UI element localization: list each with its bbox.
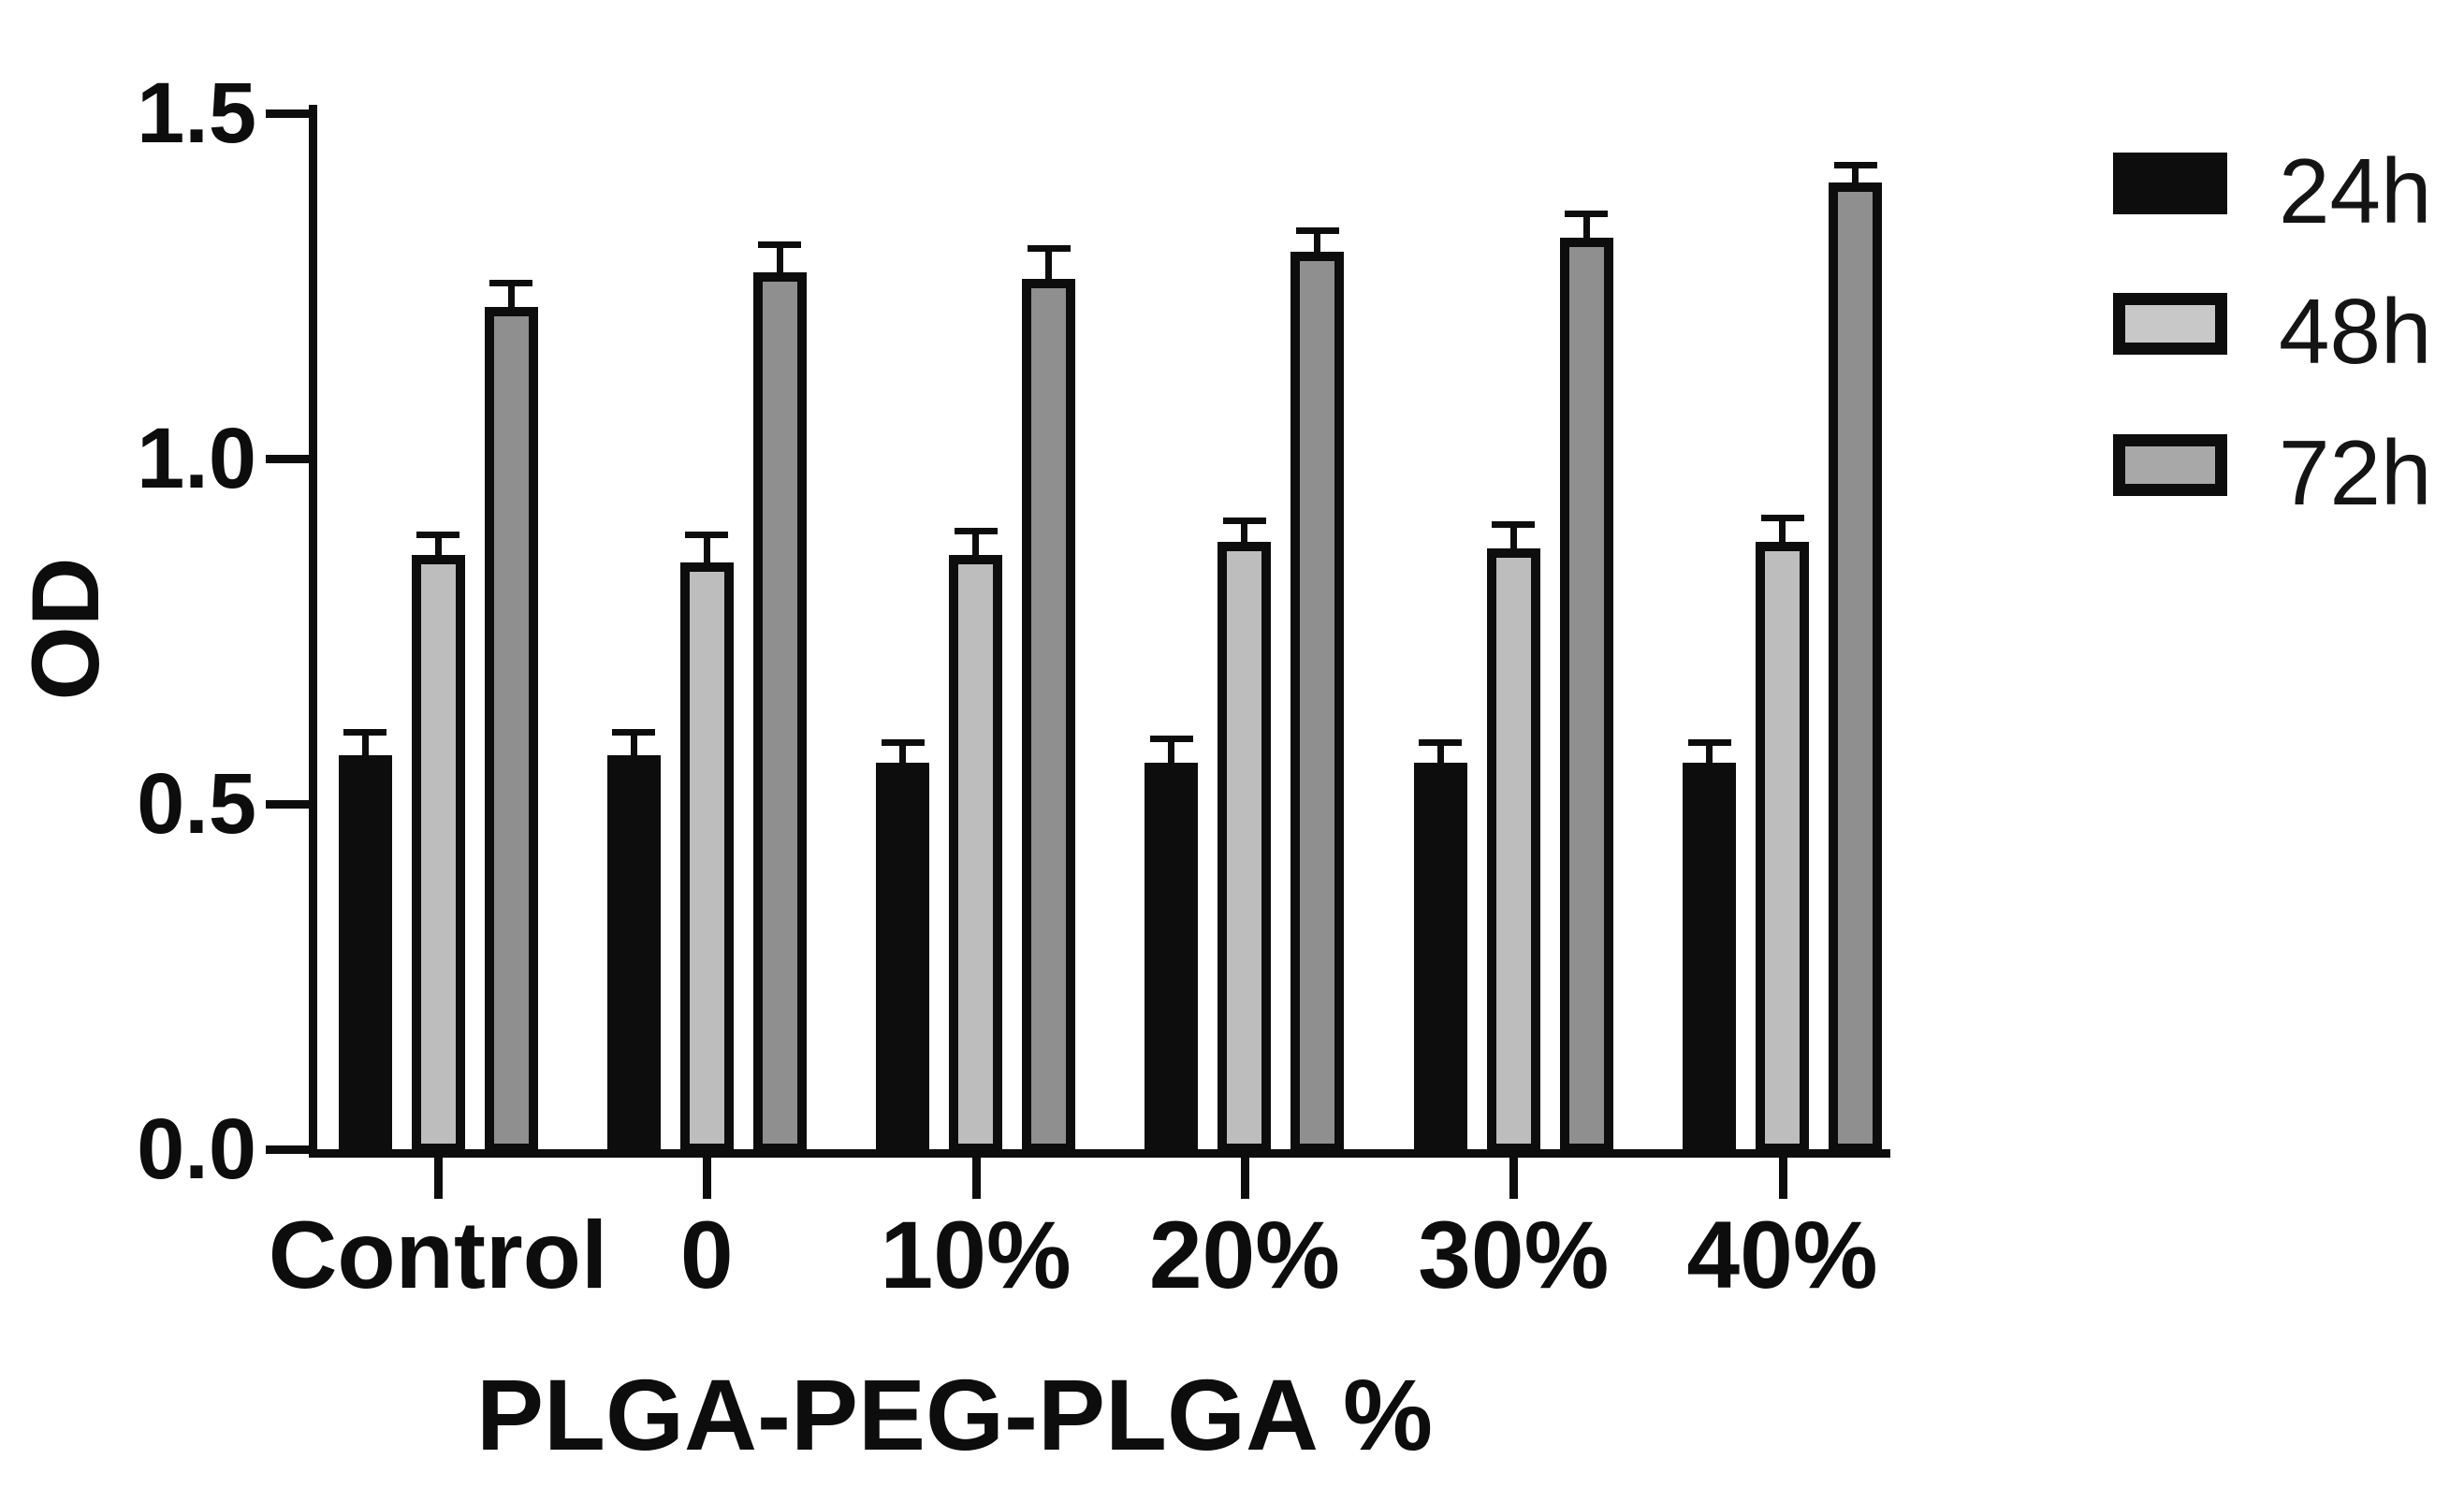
error-bar-24h-30: [1436, 741, 1444, 780]
error-bar-24h-0: [630, 731, 637, 773]
legend-swatch-24h: [2113, 153, 2227, 214]
y-tick-1.0: [266, 455, 313, 463]
error-cap-24h-40: [1687, 738, 1731, 746]
y-tick-label-0.0: 0.0: [137, 1101, 256, 1197]
error-cap-48h-40: [1760, 514, 1804, 521]
error-bar-48h-10: [972, 531, 980, 573]
bar-72h-30: [1559, 237, 1613, 1153]
error-bar-72h-40: [1852, 165, 1859, 199]
y-tick-label-0.5: 0.5: [137, 756, 256, 852]
error-bar-24h-10: [899, 741, 907, 780]
x-tick-label-20: 20%: [1148, 1202, 1340, 1308]
error-bar-48h-20: [1241, 520, 1248, 559]
legend-label-48h: 48h: [2279, 280, 2432, 383]
x-tick-label-control: Control: [268, 1202, 608, 1308]
x-tick-10: [971, 1158, 981, 1199]
x-axis-line: [309, 1149, 1890, 1158]
error-cap-72h-30: [1565, 211, 1609, 217]
error-bar-48h-control: [434, 534, 442, 573]
error-cap-72h-control: [489, 279, 532, 286]
error-bar-72h-0: [776, 244, 783, 289]
error-cap-72h-40: [1833, 162, 1877, 169]
y-tick-0.0: [266, 1145, 313, 1154]
bar-48h-control: [411, 555, 465, 1153]
bar-48h-30: [1486, 547, 1540, 1153]
x-tick-control: [434, 1158, 443, 1199]
error-cap-72h-10: [1027, 244, 1071, 252]
error-bar-72h-30: [1582, 213, 1590, 255]
y-tick-label-1.0: 1.0: [137, 411, 256, 506]
y-tick-0.5: [266, 800, 313, 809]
error-bar-24h-control: [361, 731, 369, 773]
y-axis-title: OD: [12, 557, 119, 701]
x-tick-label-10: 10%: [880, 1202, 1072, 1308]
bar-24h-10: [876, 762, 930, 1153]
x-axis-title: PLGA-PEG-PLGA %: [475, 1358, 1434, 1471]
x-tick-label-30: 30%: [1418, 1202, 1610, 1308]
bar-72h-20: [1290, 251, 1345, 1153]
bar-72h-0: [752, 271, 807, 1153]
error-cap-48h-20: [1222, 518, 1266, 525]
error-cap-72h-20: [1295, 227, 1339, 235]
bar-24h-control: [338, 755, 392, 1153]
error-cap-24h-20: [1149, 735, 1193, 742]
bar-48h-40: [1756, 541, 1809, 1153]
bar-72h-40: [1829, 182, 1882, 1153]
y-tick-label-1.5: 1.5: [137, 66, 256, 161]
x-tick-30: [1509, 1158, 1519, 1199]
error-cap-24h-0: [612, 728, 656, 736]
legend-swatch-72h: [2113, 434, 2227, 496]
y-axis-line: [309, 105, 317, 1158]
error-bar-72h-control: [507, 282, 515, 324]
bar-24h-30: [1413, 762, 1467, 1153]
error-bar-72h-10: [1045, 247, 1053, 297]
bar-24h-0: [606, 755, 661, 1153]
legend-label-24h: 24h: [2279, 139, 2432, 242]
error-cap-48h-0: [685, 532, 729, 539]
x-tick-label-0: 0: [679, 1202, 734, 1308]
y-tick-1.5: [266, 109, 313, 118]
error-cap-24h-10: [881, 738, 925, 746]
error-cap-48h-10: [954, 528, 998, 535]
bar-48h-10: [949, 555, 1003, 1153]
error-cap-24h-30: [1419, 738, 1463, 746]
bar-48h-0: [679, 562, 734, 1153]
bar-72h-control: [484, 306, 538, 1153]
legend-swatch-48h: [2113, 293, 2227, 355]
error-bar-72h-20: [1314, 230, 1321, 269]
bar-24h-20: [1145, 762, 1199, 1153]
bar-72h-10: [1022, 279, 1076, 1153]
error-bar-48h-30: [1509, 524, 1517, 565]
x-tick-40: [1778, 1158, 1787, 1199]
legend-label-72h: 72h: [2279, 421, 2432, 524]
x-tick-20: [1240, 1158, 1249, 1199]
error-cap-72h-0: [758, 241, 802, 249]
error-bar-48h-0: [703, 534, 710, 579]
error-bar-24h-40: [1706, 741, 1713, 780]
error-bar-48h-40: [1779, 517, 1786, 559]
bar-24h-40: [1683, 762, 1736, 1153]
bar-48h-20: [1217, 541, 1272, 1153]
x-tick-label-40: 40%: [1686, 1202, 1878, 1308]
error-bar-24h-20: [1168, 737, 1175, 780]
error-cap-48h-30: [1492, 521, 1536, 529]
error-cap-24h-control: [343, 728, 386, 736]
x-tick-0: [703, 1158, 712, 1199]
error-cap-48h-control: [416, 532, 459, 539]
